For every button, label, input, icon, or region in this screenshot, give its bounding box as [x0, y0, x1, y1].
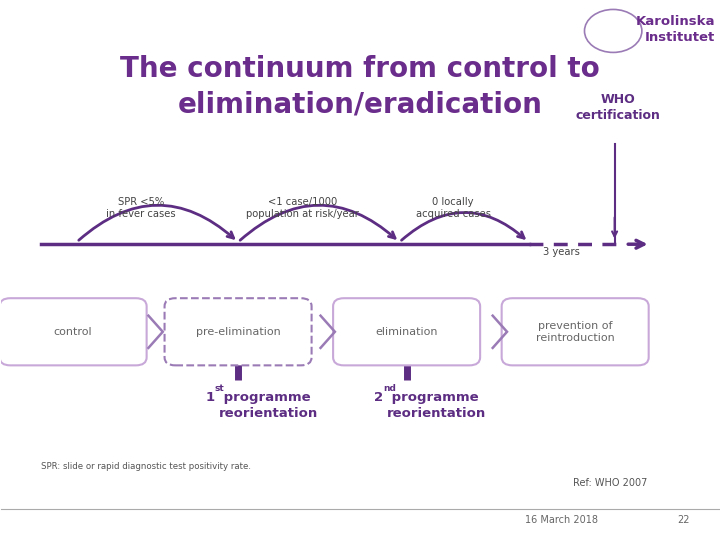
- Text: SPR: slide or rapid diagnostic test positivity rate.: SPR: slide or rapid diagnostic test posi…: [41, 462, 251, 471]
- FancyBboxPatch shape: [165, 298, 312, 366]
- Text: <1 case/1000
population at risk/year: <1 case/1000 population at risk/year: [246, 197, 359, 219]
- Text: WHO
certification: WHO certification: [576, 93, 661, 122]
- FancyBboxPatch shape: [502, 298, 649, 366]
- Text: 2: 2: [374, 391, 384, 404]
- Text: 1: 1: [206, 391, 215, 404]
- Text: prevention of
reintroduction: prevention of reintroduction: [536, 321, 615, 343]
- Text: Ref: WHO 2007: Ref: WHO 2007: [572, 477, 647, 488]
- FancyBboxPatch shape: [333, 298, 480, 366]
- Text: programme
reorientation: programme reorientation: [219, 391, 318, 420]
- Text: Karolinska
Institutet: Karolinska Institutet: [636, 15, 715, 44]
- Text: elimination: elimination: [375, 327, 438, 337]
- Text: 0 locally
acquired cases: 0 locally acquired cases: [415, 197, 491, 219]
- Text: programme
reorientation: programme reorientation: [387, 391, 487, 420]
- Text: 22: 22: [678, 515, 690, 525]
- Text: pre-elimination: pre-elimination: [196, 327, 281, 337]
- Text: 3 years: 3 years: [543, 247, 580, 257]
- Text: 16 March 2018: 16 March 2018: [525, 515, 598, 525]
- Text: The continuum from control to
elimination/eradication: The continuum from control to eliminatio…: [120, 55, 600, 119]
- Text: nd: nd: [383, 384, 396, 394]
- Text: control: control: [54, 327, 92, 337]
- FancyBboxPatch shape: [0, 298, 147, 366]
- Text: st: st: [215, 384, 224, 394]
- Text: SPR <5%
in fever cases: SPR <5% in fever cases: [107, 197, 176, 219]
